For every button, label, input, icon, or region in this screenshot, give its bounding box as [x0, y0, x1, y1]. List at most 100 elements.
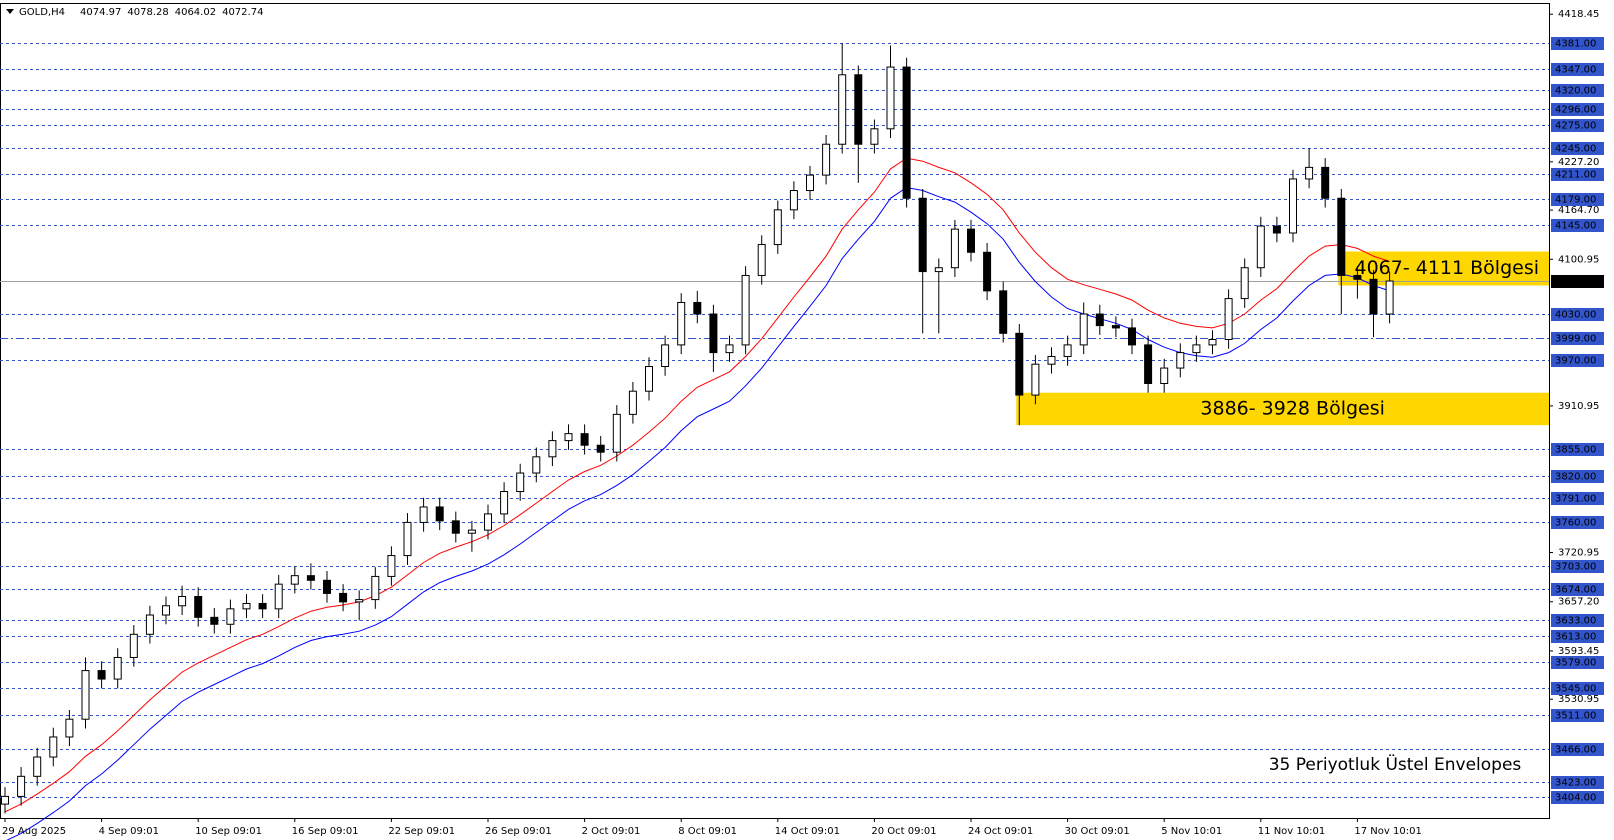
- candle-body: [242, 602, 251, 610]
- ohlc-value: 4072.74: [222, 7, 263, 18]
- zone-label: 3886- 3928 Bölgesi: [1200, 397, 1385, 419]
- symbol: GOLD,H4: [19, 7, 65, 18]
- level-label: 3674.00: [1555, 585, 1596, 596]
- candle-body: [339, 592, 348, 603]
- candle-body: [1128, 327, 1136, 346]
- level-label: 4320.00: [1555, 86, 1596, 97]
- envelope-line: [4, 157, 1390, 813]
- candle-body: [258, 602, 267, 610]
- y-tick-label: 4418.45: [1558, 9, 1599, 20]
- level-label-box: [1551, 583, 1604, 596]
- level-label-box: [1551, 682, 1604, 695]
- candle-body: [355, 599, 364, 603]
- y-tick-label: 4227.20: [1558, 157, 1599, 168]
- candle-body: [580, 433, 589, 446]
- candle-body: [1321, 166, 1330, 199]
- candle-body: [65, 718, 74, 738]
- level-label-box: [1551, 516, 1604, 529]
- level-label-box: [1551, 614, 1604, 627]
- x-tick-label: 8 Oct 09:01: [678, 826, 737, 837]
- x-tick-label: 10 Sep 09:01: [195, 826, 262, 837]
- level-label: 3404.00: [1555, 793, 1596, 804]
- candle-body: [49, 736, 58, 758]
- level-label: 3855.00: [1555, 445, 1596, 456]
- level-label: 3791.00: [1555, 494, 1596, 505]
- price-zone: [1016, 392, 1549, 426]
- candle-body: [870, 128, 879, 145]
- x-tick-label: 5 Nov 10:01: [1161, 826, 1222, 837]
- y-tick-label: 3530.95: [1558, 694, 1599, 705]
- symbol-menu-icon[interactable]: [6, 9, 14, 14]
- level-label-box: [1551, 37, 1604, 50]
- candle-body: [435, 506, 444, 522]
- level-label: 4347.00: [1555, 65, 1596, 76]
- candle-body: [548, 440, 557, 458]
- candle-body: [1079, 313, 1088, 346]
- candle-body: [628, 390, 637, 415]
- candle-body: [1160, 367, 1169, 384]
- candle-body: [902, 66, 911, 199]
- level-label-box: [1551, 743, 1604, 756]
- candle-body: [999, 290, 1008, 334]
- level-label-box: [1551, 709, 1604, 722]
- level-label-box: [1551, 119, 1604, 132]
- level-label: 4179.00: [1555, 195, 1596, 206]
- y-tick-label: 3657.20: [1558, 597, 1599, 608]
- level-label: 3579.00: [1555, 658, 1596, 669]
- candle-body: [1224, 298, 1233, 340]
- level-label-box: [1551, 560, 1604, 573]
- y-tick-label: 3910.95: [1558, 401, 1599, 412]
- level-label: 4030.00: [1555, 310, 1596, 321]
- candle-body: [838, 74, 847, 145]
- candle-body: [1047, 355, 1056, 365]
- candle-body: [950, 228, 959, 269]
- level-label: 3820.00: [1555, 472, 1596, 483]
- candle-body: [822, 143, 831, 176]
- annotation: 35 Periyotluk Üstel Envelopes: [1269, 753, 1522, 775]
- level-label-box: [1551, 168, 1604, 181]
- y-tick-label: 3720.95: [1558, 548, 1599, 559]
- candle-body: [886, 66, 895, 130]
- candle-body: [789, 190, 798, 211]
- x-tick-label: 26 Sep 09:01: [485, 826, 552, 837]
- candle-body: [709, 313, 718, 354]
- level-label-box: [1551, 776, 1604, 789]
- candle-body: [741, 274, 750, 346]
- level-label: 3545.00: [1555, 684, 1596, 695]
- candle-body: [1208, 338, 1217, 346]
- candle-body: [81, 670, 90, 720]
- candle-body: [290, 575, 299, 585]
- candle-body: [323, 579, 331, 594]
- level-label: 4381.00: [1555, 39, 1596, 50]
- level-label-box: [1551, 492, 1604, 505]
- candle-body: [757, 244, 766, 276]
- current-price-box: [1551, 275, 1604, 288]
- candle-body: [806, 174, 814, 192]
- candle-body: [1095, 313, 1104, 327]
- candle-body: [387, 555, 396, 577]
- candle-body: [1063, 344, 1072, 357]
- candle-body: [17, 775, 26, 797]
- level-label: 3423.00: [1555, 778, 1596, 789]
- ohlc-value: 4078.28: [127, 7, 168, 18]
- x-tick-label: 17 Nov 10:01: [1354, 826, 1421, 837]
- x-tick-label: 20 Oct 09:01: [871, 826, 936, 837]
- candle-body: [1256, 225, 1265, 269]
- candle-body: [1272, 225, 1281, 234]
- candle-body: [854, 74, 863, 145]
- candle-body: [1111, 325, 1120, 329]
- candle-body: [194, 595, 203, 618]
- candle-body: [934, 267, 943, 273]
- y-tick-label: 4100.95: [1558, 254, 1599, 265]
- candle-body: [145, 614, 154, 635]
- candle-body: [693, 301, 702, 315]
- candle-body: [516, 472, 525, 493]
- candle-body: [1385, 280, 1394, 315]
- candle-body: [467, 529, 476, 534]
- level-label: 3633.00: [1555, 616, 1596, 627]
- candle-body: [773, 209, 782, 246]
- candle-body: [1353, 274, 1362, 280]
- x-tick-label: 4 Sep 09:01: [99, 826, 159, 837]
- candle-body: [532, 456, 541, 474]
